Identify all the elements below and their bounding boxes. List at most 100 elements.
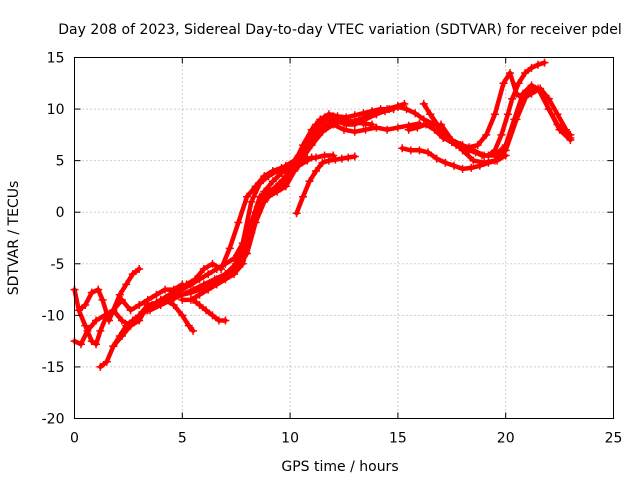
data-point-marker <box>473 141 482 150</box>
data-point-marker <box>503 110 512 119</box>
data-point-marker <box>540 58 549 67</box>
data-point-marker <box>109 342 118 351</box>
data-point-marker <box>307 153 316 162</box>
data-point-marker <box>234 218 243 227</box>
series-group <box>70 58 575 371</box>
data-point-marker <box>74 306 83 315</box>
data-point-marker <box>294 151 303 160</box>
data-point-marker <box>242 192 251 201</box>
x-tick-label: 15 <box>389 431 407 447</box>
y-axis-label: SDTVAR / TECUs <box>6 181 22 296</box>
data-point-marker <box>350 152 359 161</box>
data-point-marker <box>135 264 144 273</box>
data-point-marker <box>389 105 398 114</box>
data-point-marker <box>361 125 370 134</box>
data-point-marker <box>316 125 325 134</box>
data-point-marker <box>527 81 536 90</box>
data-point-marker <box>421 120 430 129</box>
data-point-marker <box>318 158 327 167</box>
data-point-marker <box>355 115 364 124</box>
data-point-marker <box>413 123 422 132</box>
data-point-marker <box>501 146 510 155</box>
data-point-marker <box>96 362 105 371</box>
data-line <box>98 153 336 370</box>
data-point-marker <box>449 161 458 170</box>
data-point-marker <box>92 340 101 349</box>
data-point-marker <box>202 306 211 315</box>
data-point-marker <box>286 172 295 181</box>
series-arc-11 <box>189 295 230 325</box>
y-tick-label: 15 <box>47 51 65 67</box>
data-point-marker <box>527 63 536 72</box>
data-point-marker <box>247 197 256 206</box>
data-point-marker <box>208 311 217 320</box>
data-point-marker <box>212 264 221 273</box>
data-point-marker <box>169 301 178 310</box>
y-tick-label: 10 <box>47 102 65 118</box>
data-point-marker <box>87 337 96 346</box>
data-point-marker <box>398 144 407 153</box>
data-point-marker <box>368 120 377 129</box>
data-point-marker <box>294 161 303 170</box>
data-point-marker <box>523 89 532 98</box>
data-point-marker <box>199 264 208 273</box>
series-arc-5 <box>109 99 409 351</box>
data-point-marker <box>432 154 441 163</box>
data-line <box>421 60 547 158</box>
data-point-marker <box>329 112 338 121</box>
data-point-marker <box>359 119 368 128</box>
data-point-marker <box>208 280 217 289</box>
data-point-marker <box>553 110 562 119</box>
data-point-marker <box>380 107 389 116</box>
data-point-marker <box>143 301 152 310</box>
data-point-marker <box>195 290 204 299</box>
y-tick-label: 0 <box>56 205 65 221</box>
data-point-marker <box>346 117 355 126</box>
data-point-marker <box>255 179 264 188</box>
series-arc-1 <box>70 264 144 325</box>
data-point-marker <box>221 316 230 325</box>
data-point-marker <box>303 136 312 145</box>
data-point-marker <box>145 306 154 315</box>
data-point-marker <box>320 151 329 160</box>
data-point-marker <box>87 288 96 297</box>
data-point-marker <box>490 156 499 165</box>
data-point-marker <box>331 155 340 164</box>
data-point-marker <box>490 110 499 119</box>
x-tick-label: 10 <box>281 431 299 447</box>
data-point-marker <box>277 169 286 178</box>
data-point-marker <box>506 68 515 77</box>
data-point-marker <box>534 84 543 93</box>
data-point-marker <box>178 311 187 320</box>
data-point-marker <box>195 275 204 284</box>
data-point-marker <box>92 316 101 325</box>
data-point-marker <box>458 164 467 173</box>
chart-title: Day 208 of 2023, Sidereal Day-to-day VTE… <box>58 22 622 38</box>
data-point-marker <box>299 192 308 201</box>
data-point-marker <box>311 166 320 175</box>
data-point-marker <box>268 187 277 196</box>
x-axis-label: GPS time / hours <box>281 459 398 475</box>
data-point-marker <box>320 113 329 122</box>
data-point-marker <box>126 321 135 330</box>
data-point-marker <box>467 163 476 172</box>
data-point-marker <box>242 249 251 258</box>
data-point-marker <box>480 151 489 160</box>
data-point-marker <box>189 285 198 294</box>
data-point-marker <box>260 197 269 206</box>
data-point-marker <box>81 301 90 310</box>
data-point-marker <box>273 166 282 175</box>
data-point-marker <box>305 177 314 186</box>
data-point-marker <box>102 311 111 320</box>
data-point-marker <box>117 295 126 304</box>
data-point-marker <box>324 156 333 165</box>
data-point-marker <box>441 158 450 167</box>
data-line <box>201 106 396 292</box>
data-point-marker <box>415 146 424 155</box>
x-tick-label: 20 <box>497 431 515 447</box>
data-point-marker <box>161 285 170 294</box>
series-arc-12 <box>242 153 316 258</box>
data-point-marker <box>437 120 446 129</box>
data-point-marker <box>393 103 402 112</box>
data-point-marker <box>199 285 208 294</box>
